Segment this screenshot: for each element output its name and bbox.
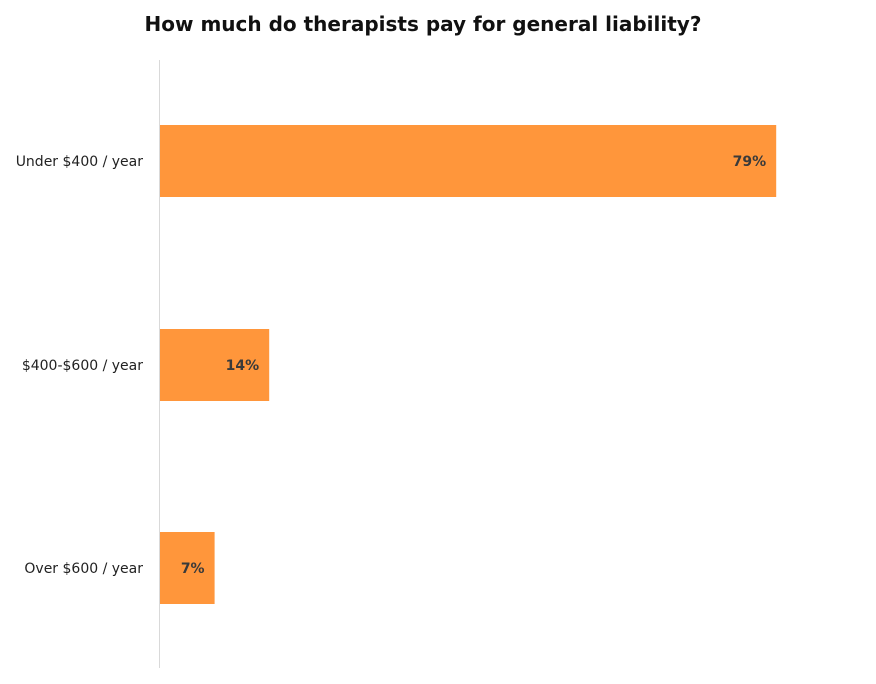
- data-label: 79%: [733, 154, 767, 170]
- data-label: 14%: [226, 358, 260, 374]
- bar-0: [160, 125, 777, 197]
- data-label: 7%: [181, 561, 205, 577]
- bar-1: [160, 329, 270, 401]
- category-label: Over $600 / year: [24, 561, 143, 577]
- bar-2: [160, 532, 215, 604]
- category-label: Under $400 / year: [16, 154, 144, 170]
- chart-title: How much do therapists pay for general l…: [144, 12, 702, 36]
- category-label: $400-$600 / year: [22, 358, 143, 374]
